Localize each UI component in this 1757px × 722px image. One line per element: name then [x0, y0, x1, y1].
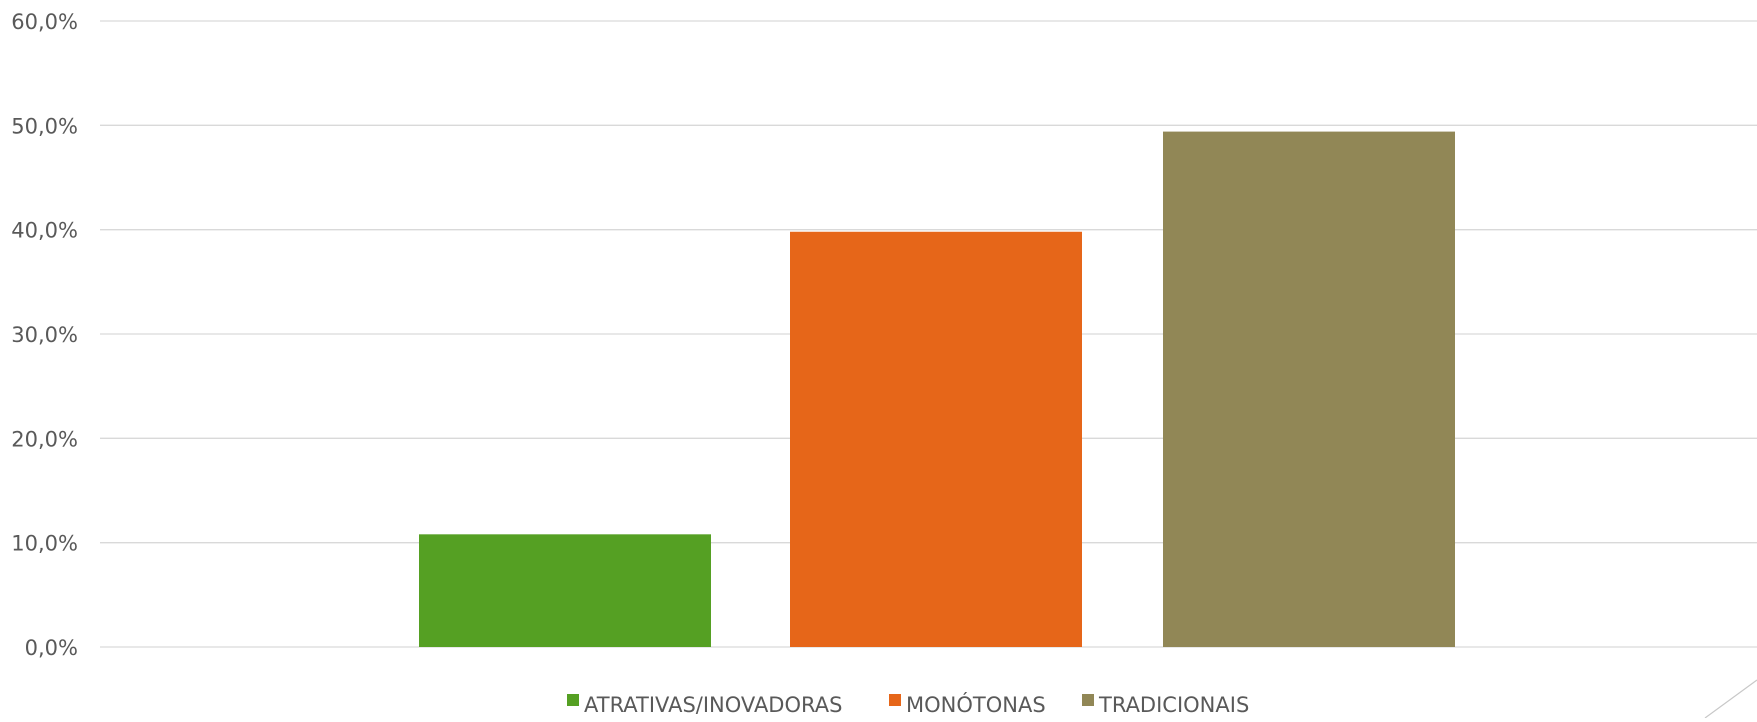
y-tick-label: 30,0% — [11, 323, 78, 347]
legend-label-2: MONÓTONAS — [906, 692, 1046, 717]
y-tick-label: 10,0% — [11, 532, 78, 556]
y-tick-label: 20,0% — [11, 427, 78, 451]
y-tick-label: 50,0% — [11, 114, 78, 138]
legend: ATRATIVAS/INOVADORAS MONÓTONAS TRADICIONAI… — [567, 692, 1249, 717]
legend-swatch-2 — [889, 694, 901, 706]
legend-swatch-3 — [1082, 694, 1094, 706]
legend-label-1: ATRATIVAS/INOVADORAS — [584, 693, 842, 717]
y-tick-label: 0,0% — [25, 636, 78, 660]
y-tick-label: 60,0% — [11, 10, 78, 34]
corner-decoration-line — [1704, 679, 1757, 719]
bar-2 — [790, 231, 1082, 647]
bars — [419, 131, 1455, 648]
y-tick-label: 40,0% — [11, 219, 78, 243]
legend-swatch-1 — [567, 694, 579, 706]
y-axis-tick-labels: 0,0% 10,0% 20,0% 30,0% 40,0% 50,0% 60,0% — [11, 10, 78, 660]
bar-1 — [419, 534, 711, 647]
legend-label-3: TRADICIONAIS — [1098, 693, 1249, 717]
bar-3 — [1163, 131, 1455, 648]
